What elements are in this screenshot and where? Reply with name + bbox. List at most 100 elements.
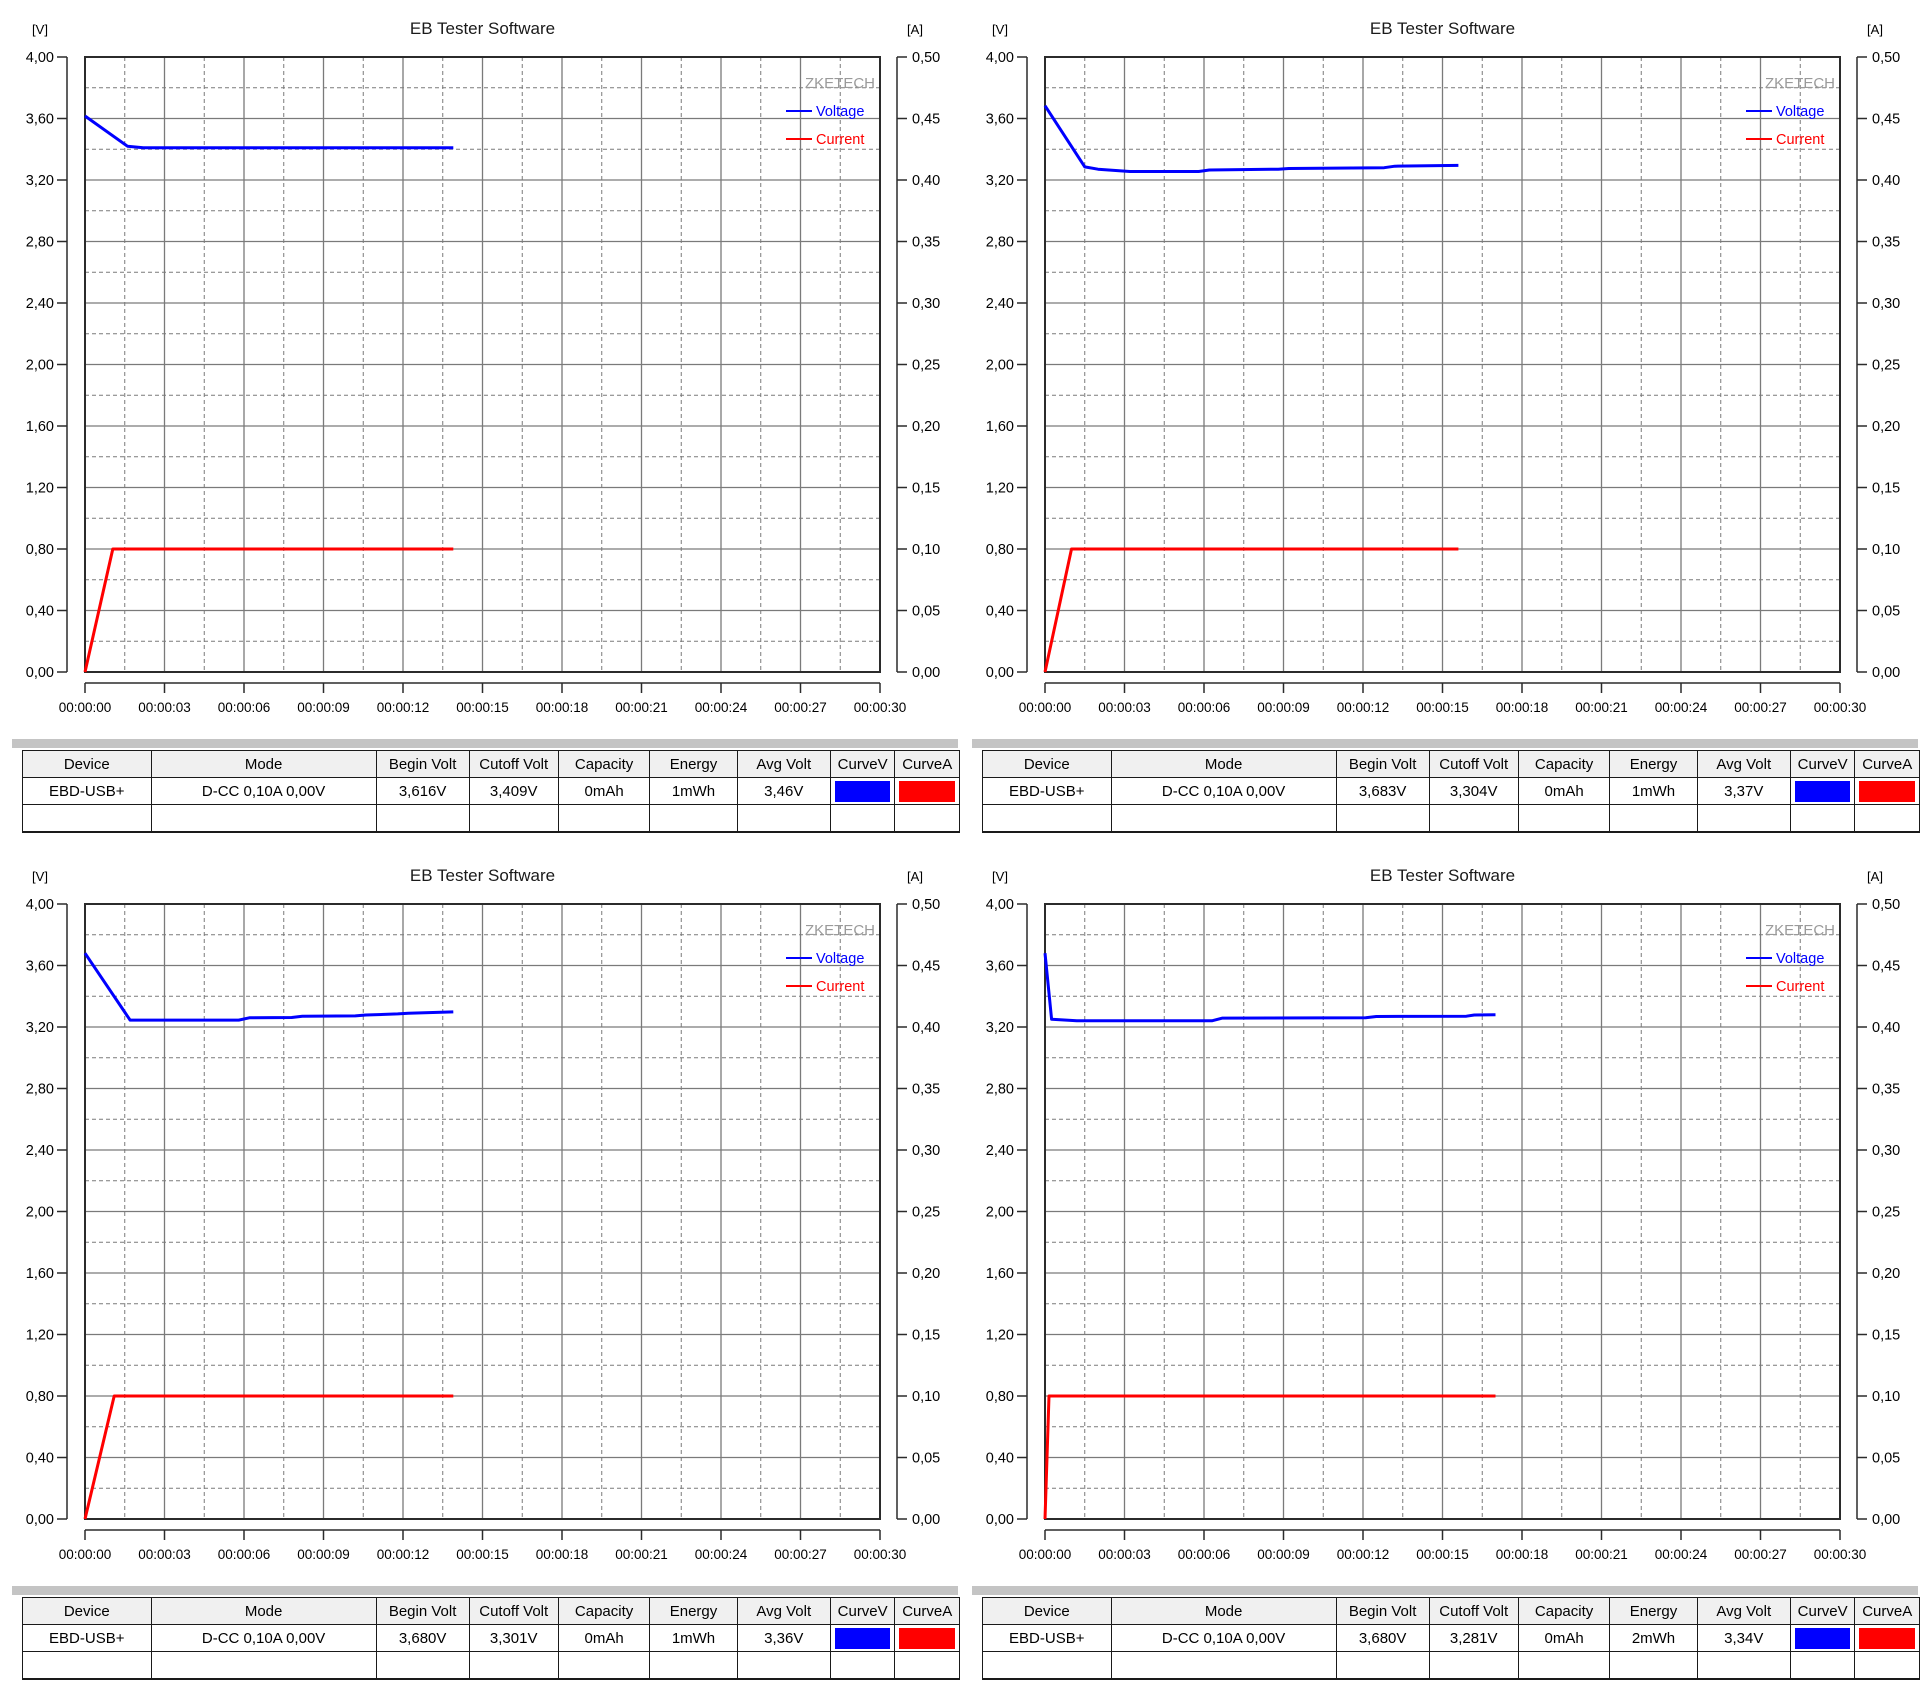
curve-v-swatch[interactable] xyxy=(834,1627,891,1649)
left-axis-tick-label: 0,40 xyxy=(26,1451,54,1467)
legend-voltage-label: Voltage xyxy=(1776,951,1824,967)
current-curve xyxy=(1043,1394,1496,1520)
left-axis-tick-label: 2,80 xyxy=(986,235,1014,251)
table-top-strip xyxy=(972,1586,1918,1595)
left-axis-tick-label: 1,20 xyxy=(986,481,1014,497)
x-axis-tick-label: 00:00:00 xyxy=(59,1547,112,1562)
chart-title: EB Tester Software xyxy=(410,19,555,38)
empty-cell xyxy=(982,1651,1112,1680)
x-axis-tick-label: 00:00:00 xyxy=(1019,1547,1072,1562)
energy-cell: 2mWh xyxy=(1609,1624,1698,1652)
empty-cell xyxy=(1696,804,1791,833)
left-axis-tick-label: 0,00 xyxy=(26,1512,54,1528)
plot-border xyxy=(84,56,881,673)
x-axis-tick-label: 00:00:21 xyxy=(1575,1547,1628,1562)
plot-border xyxy=(84,903,881,1520)
curve-v-swatch-cell[interactable] xyxy=(1789,1624,1856,1652)
left-axis-tick-label: 4,00 xyxy=(26,50,54,66)
curve-v-swatch-cell[interactable] xyxy=(829,1624,896,1652)
left-axis-tick-label: 1,20 xyxy=(26,481,54,497)
results-table: Device Mode Begin Volt Cutoff Volt Capacity E… xyxy=(982,750,1920,833)
right-axis-tick-label: 0,30 xyxy=(1872,1143,1900,1159)
curve-a-swatch[interactable] xyxy=(1859,780,1915,802)
curve-v-swatch[interactable] xyxy=(834,780,891,802)
header-cell-curvea: CurveA xyxy=(1854,1597,1920,1625)
header-cell-mode: Mode xyxy=(150,1597,377,1625)
x-axis-tick-label: 00:00:21 xyxy=(615,1547,668,1562)
empty-cell xyxy=(1335,1651,1430,1680)
left-axis-tick-label: 3,60 xyxy=(26,959,54,975)
empty-cell xyxy=(1696,1651,1791,1680)
x-axis-tick-label: 00:00:24 xyxy=(1655,700,1708,715)
left-axis-tick-label: 1,60 xyxy=(26,419,54,435)
x-axis-tick-label: 00:00:18 xyxy=(536,700,589,715)
x-axis-tick-label: 00:00:12 xyxy=(1337,1547,1390,1562)
curve-a-swatch-cell[interactable] xyxy=(1854,777,1920,805)
left-axis-tick-label: 0,80 xyxy=(26,1389,54,1405)
header-cell-cutoff-volt: Cutoff Volt xyxy=(1428,1597,1519,1625)
right-axis-tick-label: 0,45 xyxy=(912,112,940,128)
right-axis-tick-label: 0,35 xyxy=(1872,235,1900,251)
empty-cell xyxy=(649,804,738,833)
legend-current-label: Current xyxy=(1776,979,1824,995)
table-top-strip xyxy=(972,739,1918,748)
begin-volt-cell: 3,680V xyxy=(1335,1624,1430,1652)
empty-cell xyxy=(1854,804,1920,833)
left-axis-tick-label: 3,60 xyxy=(986,959,1014,975)
empty-cell xyxy=(1609,804,1698,833)
right-axis-tick-label: 0,25 xyxy=(912,1205,940,1221)
x-axis-tick-label: 00:00:06 xyxy=(1178,1547,1231,1562)
x-axis-tick-label: 00:00:27 xyxy=(774,1547,827,1562)
chart-canvas-4: EB Tester Software [V] [A] 0,00 0,40 0,80 1,20… xyxy=(986,866,1900,1562)
device-cell: EBD-USB+ xyxy=(22,1624,152,1652)
curve-a-swatch[interactable] xyxy=(1859,1627,1915,1649)
curve-v-swatch-cell[interactable] xyxy=(1789,777,1856,805)
right-axis-tick-label: 0,45 xyxy=(912,959,940,975)
legend-voltage-label: Voltage xyxy=(816,951,864,967)
right-axis-unit-label: [A] xyxy=(1867,869,1883,884)
empty-cell xyxy=(736,1651,831,1680)
empty-cell xyxy=(829,1651,896,1680)
right-axis-tick-label: 0,40 xyxy=(1872,1020,1900,1036)
plot-border xyxy=(1044,903,1841,1520)
x-axis-tick-label: 00:00:03 xyxy=(138,1547,191,1562)
curve-a-swatch[interactable] xyxy=(899,1627,955,1649)
curve-v-swatch[interactable] xyxy=(1794,780,1851,802)
right-axis-tick-label: 0,10 xyxy=(1872,542,1900,558)
empty-cell xyxy=(894,804,960,833)
header-cell-curvev: CurveV xyxy=(829,1597,896,1625)
right-axis-tick-label: 0,05 xyxy=(912,1451,940,1467)
chart-title: EB Tester Software xyxy=(410,866,555,885)
chart-panel-4: EB Tester Software [V] [A] 0,00 0,40 0,80 1,20… xyxy=(960,847,1920,1694)
left-axis-tick-label: 2,00 xyxy=(986,1205,1014,1221)
cutoff-volt-cell: 3,409V xyxy=(468,777,559,805)
x-axis-tick-label: 00:00:03 xyxy=(1098,1547,1151,1562)
curve-a-swatch-cell[interactable] xyxy=(894,1624,960,1652)
left-axis-tick-label: 0,40 xyxy=(26,604,54,620)
right-axis-unit-label: [A] xyxy=(1867,22,1883,37)
x-axis-tick-label: 00:00:24 xyxy=(1655,1547,1708,1562)
results-table: Device Mode Begin Volt Cutoff Volt Capacity E… xyxy=(22,1597,960,1680)
left-axis-tick-label: 0,40 xyxy=(986,604,1014,620)
curve-a-swatch-cell[interactable] xyxy=(894,777,960,805)
results-table: Device Mode Begin Volt Cutoff Volt Capacity E… xyxy=(982,1597,1920,1680)
x-axis-tick-label: 00:00:18 xyxy=(1496,700,1549,715)
curve-v-swatch[interactable] xyxy=(1794,1627,1851,1649)
empty-cell xyxy=(1110,1651,1337,1680)
x-axis-tick-label: 00:00:21 xyxy=(615,700,668,715)
right-axis-tick-label: 0,15 xyxy=(912,481,940,497)
begin-volt-cell: 3,680V xyxy=(375,1624,470,1652)
curve-a-swatch-cell[interactable] xyxy=(1854,1624,1920,1652)
empty-cell xyxy=(150,804,377,833)
header-cell-begin-volt: Begin Volt xyxy=(1335,750,1430,778)
right-axis-tick-label: 0,20 xyxy=(912,1266,940,1282)
curve-a-swatch[interactable] xyxy=(899,780,955,802)
right-axis-tick-label: 0,50 xyxy=(1872,50,1900,66)
x-axis-tick-label: 00:00:18 xyxy=(1496,1547,1549,1562)
curve-v-swatch-cell[interactable] xyxy=(829,777,896,805)
table-header-row: Device Mode Begin Volt Cutoff Volt Capacity E… xyxy=(982,1597,1920,1625)
header-cell-begin-volt: Begin Volt xyxy=(375,1597,470,1625)
empty-cell xyxy=(468,1651,559,1680)
header-cell-avg-volt: Avg Volt xyxy=(1696,1597,1791,1625)
right-axis-tick-label: 0,35 xyxy=(912,235,940,251)
